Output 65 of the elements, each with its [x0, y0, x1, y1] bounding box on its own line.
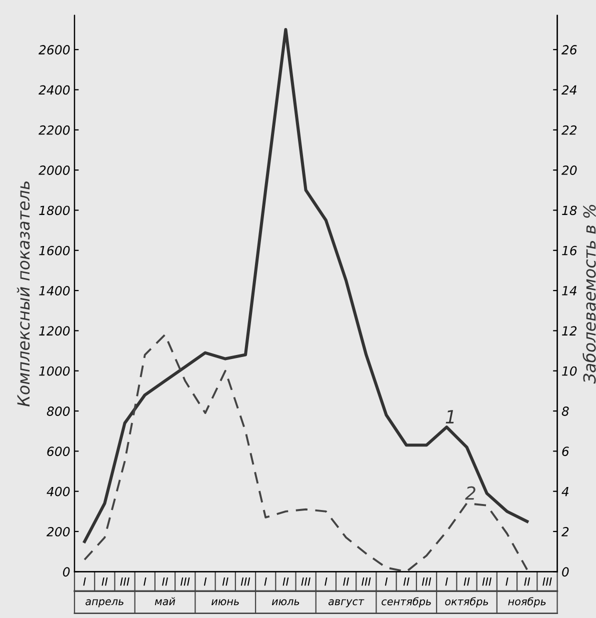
y2-tick-label: 8 — [562, 406, 569, 416]
x-tick-label: II — [343, 578, 350, 586]
y2-tick-label: 6 — [562, 446, 569, 456]
y-tick-label: 400 — [46, 486, 70, 496]
y2-tick-label: 12 — [562, 326, 577, 336]
y2-tick-label: 0 — [562, 567, 569, 577]
y2-tick-label: 16 — [562, 246, 577, 256]
x-tick-label: III — [542, 578, 552, 586]
y-tick-label: 1200 — [39, 326, 70, 336]
x-tick-label: II — [464, 578, 470, 586]
x-tick-label: III — [180, 578, 190, 586]
y-tick-label: 600 — [47, 446, 70, 456]
text: октябрь — [445, 597, 488, 608]
x-tick-label: I — [264, 578, 267, 586]
y-tick-label: 1600 — [39, 246, 70, 256]
x-tick-label: II — [162, 578, 168, 586]
y2-tick-label: 22 — [561, 125, 577, 135]
y2-tick-label: 4 — [562, 486, 568, 496]
text: апрель — [86, 599, 124, 608]
y-tick-label: 0 — [63, 567, 70, 577]
x-tick-label: II — [403, 578, 410, 586]
series-label: 2 — [465, 486, 476, 500]
text: август — [328, 599, 364, 608]
x-tick-label: I — [384, 578, 388, 586]
y-tick-label: 2400 — [38, 85, 70, 95]
text: июль — [272, 599, 300, 606]
y-tick-label: 1000 — [39, 366, 70, 376]
series-label: 1 — [446, 410, 454, 424]
y2-tick-label: 20 — [561, 166, 577, 175]
text: сентябрь — [382, 597, 431, 608]
text: июнь — [212, 599, 239, 606]
x-tick-label: I — [506, 578, 508, 586]
y-tick-label: 1400 — [39, 286, 70, 296]
y2-tick-label: 26 — [561, 45, 577, 55]
x-tick-label: II — [102, 578, 108, 586]
x-tick-label: I — [445, 578, 448, 586]
x-tick-label: III — [120, 578, 130, 586]
y2-tick-label: 2 — [561, 526, 569, 536]
x-tick-label: III — [362, 578, 371, 586]
x-tick-label: II — [222, 578, 228, 586]
text: май — [154, 597, 176, 606]
x-tick-label: III — [482, 578, 492, 586]
x-tick-label: II — [282, 578, 289, 586]
y-tick-label: 800 — [46, 406, 70, 416]
y-tick-label: 1800 — [39, 206, 70, 216]
y-tick-label: 2600 — [38, 45, 70, 55]
y-tick-label: 2200 — [38, 125, 70, 135]
text: ноябрь — [508, 597, 546, 608]
y2-tick-label: 10 — [562, 366, 577, 376]
y2-axis-title: Заболеваемость в % — [582, 204, 596, 384]
y-tick-label: 200 — [46, 526, 70, 536]
x-tick-label: I — [144, 578, 146, 586]
y2-tick-label: 14 — [562, 286, 576, 296]
x-tick-label: III — [240, 578, 250, 586]
x-tick-label: I — [204, 578, 207, 586]
x-tick-label: I — [83, 578, 86, 586]
x-tick-label: III — [422, 578, 432, 586]
y-tick-label: 2000 — [38, 166, 70, 175]
y-axis-title: Комплексный показатель — [16, 181, 30, 406]
y2-tick-label: 24 — [561, 85, 576, 94]
line-series — [83, 28, 529, 544]
x-tick-label: III — [301, 578, 310, 586]
x-tick-label: II — [524, 578, 530, 586]
y2-tick-label: 18 — [562, 206, 577, 216]
x-tick-label: I — [324, 578, 328, 586]
